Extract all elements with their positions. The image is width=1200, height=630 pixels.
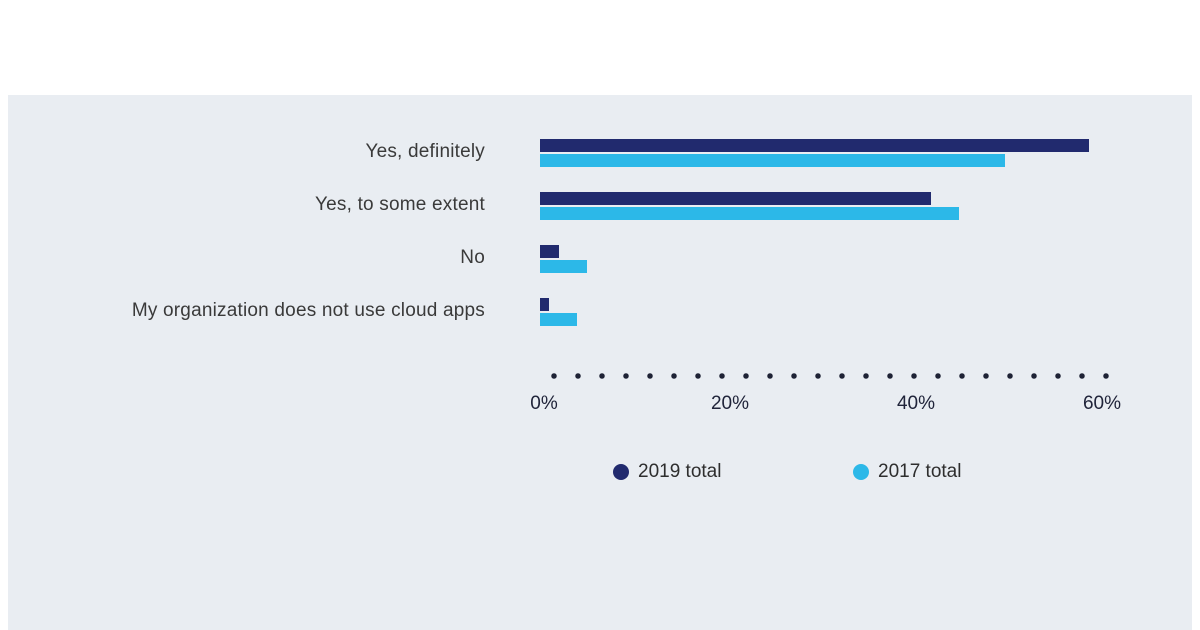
- x-axis-ticks: 0% 20% 40% 60%: [530, 393, 1122, 417]
- x-axis-tick-label: 60%: [1082, 393, 1122, 414]
- category-label: No: [460, 247, 485, 269]
- bar-2017-total: [540, 259, 587, 273]
- chart-rows: Yes, definitely Yes, to some extent No My o…: [8, 126, 1192, 338]
- x-axis-tick-label: 40%: [896, 393, 936, 414]
- x-axis-dotted-line: [540, 373, 1118, 379]
- legend-swatch-icon: [853, 464, 869, 480]
- category-label: Yes, definitely: [365, 141, 485, 163]
- category-label: Yes, to some extent: [315, 194, 485, 216]
- chart-row: My organization does not use cloud apps: [8, 285, 1192, 338]
- chart-row: No: [8, 232, 1192, 285]
- chart-panel: Yes, definitely Yes, to some extent No My o…: [8, 95, 1192, 630]
- chart-row: Yes, to some extent: [8, 179, 1192, 232]
- bar-2017-total: [540, 153, 1005, 167]
- legend-label: 2017 total: [878, 461, 962, 482]
- legend-label: 2019 total: [638, 461, 722, 482]
- bar-group: [540, 244, 587, 273]
- bar-group: [540, 191, 959, 220]
- x-axis-tick-label: 20%: [710, 393, 750, 414]
- legend-swatch-icon: [613, 464, 629, 480]
- legend-item: 2017 total: [853, 461, 961, 483]
- bar-group: [540, 297, 578, 326]
- bar-2019-total: [540, 297, 550, 311]
- legend-item: 2019 total: [613, 461, 721, 483]
- bar-group: [540, 138, 1089, 167]
- chart-row: Yes, definitely: [8, 126, 1192, 179]
- category-label: My organization does not use cloud apps: [131, 300, 485, 322]
- x-axis-tick-label: 0%: [530, 393, 558, 414]
- bar-2019-total: [540, 244, 559, 258]
- legend: 2019 total 2017 total: [540, 461, 1118, 487]
- x-axis-block: 0% 20% 40% 60% 2019 total 2017 total: [530, 373, 1122, 487]
- bar-2017-total: [540, 312, 578, 326]
- bar-2019-total: [540, 191, 931, 205]
- bar-2017-total: [540, 206, 959, 220]
- bar-2019-total: [540, 138, 1089, 152]
